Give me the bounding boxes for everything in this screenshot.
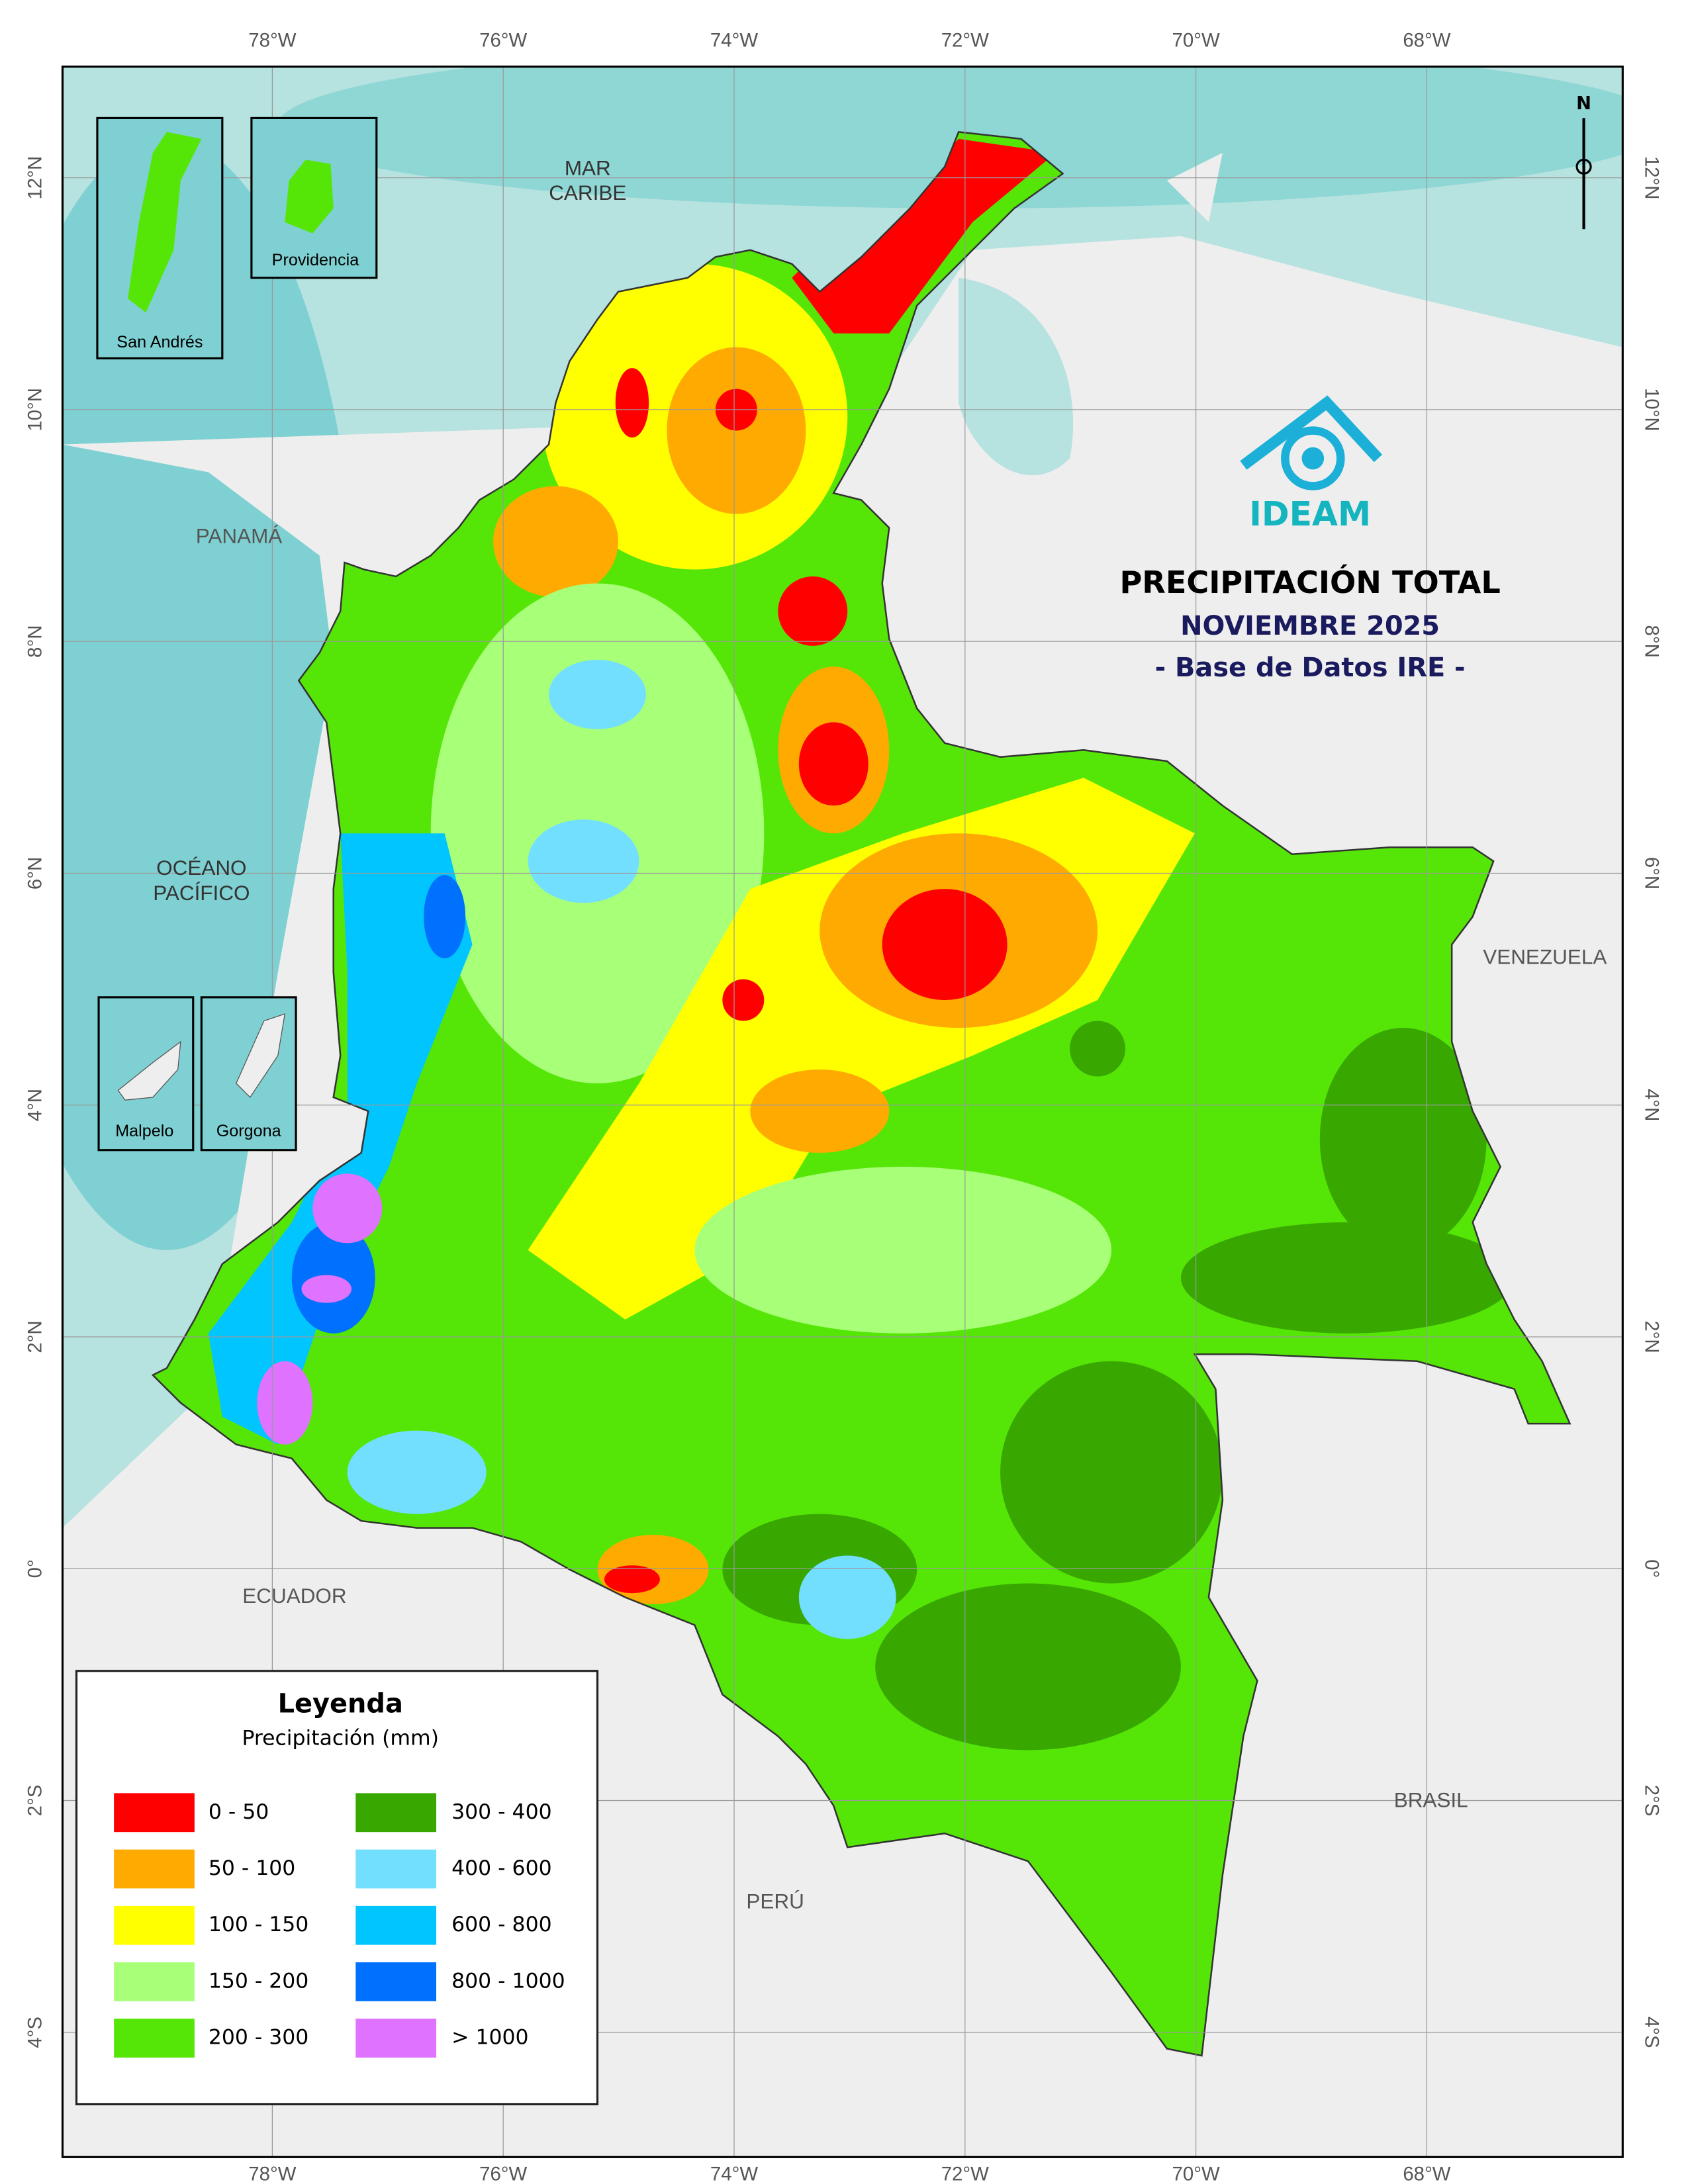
lat-label: 2°N bbox=[24, 1320, 46, 1353]
inset-label: Gorgona bbox=[216, 1122, 281, 1140]
legend-label: 50 - 100 bbox=[209, 1856, 295, 1880]
lat-label: 6°N bbox=[1641, 857, 1663, 889]
lat-label: 2°N bbox=[1641, 1320, 1663, 1353]
lon-label: 68°W bbox=[1403, 30, 1450, 52]
inset-label: San Andrés bbox=[117, 333, 203, 351]
country-label: PANAMÁ bbox=[196, 525, 283, 548]
lat-label: 10°N bbox=[24, 388, 46, 432]
lat-label: 10°N bbox=[1641, 388, 1663, 432]
sea-label: MAR bbox=[565, 156, 611, 179]
inset-label: Providencia bbox=[272, 251, 359, 269]
legend-swatch bbox=[355, 1793, 437, 1833]
lat-label: 2°S bbox=[1641, 1785, 1663, 1817]
lon-label: 70°W bbox=[1172, 2163, 1220, 2184]
legend-label: 800 - 1000 bbox=[451, 1969, 565, 1993]
source: - Base de Datos IRE - bbox=[1155, 653, 1466, 683]
inset-label: Malpelo bbox=[115, 1122, 173, 1140]
sea-label: PACÍFICO bbox=[153, 882, 250, 905]
place-labels: 78°W 78°W 76°W 76°W 74°W 74°W 72°W 72°W 70°W 70°W… bbox=[24, 30, 1662, 2184]
lon-label: 72°W bbox=[941, 30, 989, 52]
legend-swatch bbox=[114, 1962, 195, 2001]
lat-label: 12°N bbox=[24, 156, 46, 200]
lon-label: 76°W bbox=[479, 30, 527, 52]
country-label: ECUADOR bbox=[242, 1584, 346, 1608]
lat-label: 0° bbox=[24, 1559, 46, 1578]
legend-label: 0 - 50 bbox=[209, 1800, 269, 1824]
legend-swatch bbox=[114, 2019, 195, 2058]
legend-label: 100 - 150 bbox=[209, 1913, 309, 1936]
ideam-logo bbox=[1240, 395, 1383, 490]
legend-label: 150 - 200 bbox=[209, 1969, 309, 1993]
precipitation-field bbox=[152, 132, 1570, 2056]
inset-labels: San Andrés Providencia Malpelo Gorgona bbox=[115, 251, 359, 1140]
legend-swatch bbox=[355, 1849, 437, 1889]
lat-label: 4°N bbox=[1641, 1089, 1663, 1121]
country-label: PERÚ bbox=[746, 1890, 804, 1913]
lon-label: 78°W bbox=[248, 30, 296, 52]
legend-label: 300 - 400 bbox=[451, 1800, 551, 1824]
legend-title: Leyenda bbox=[278, 1689, 403, 1719]
legend-items: 0 - 50 50 - 100 100 - 150 150 - 200 200 - 30… bbox=[114, 1793, 565, 2058]
north-arrow bbox=[1575, 118, 1592, 230]
lat-label: 8°N bbox=[24, 625, 46, 658]
legend-label: 200 - 300 bbox=[209, 2026, 309, 2050]
lat-label: 8°N bbox=[1641, 625, 1663, 658]
country-label: BRASIL bbox=[1394, 1788, 1468, 1811]
lon-label: 70°W bbox=[1172, 30, 1220, 52]
map-frame bbox=[61, 66, 1624, 2158]
legend-swatch bbox=[114, 1905, 195, 1945]
legend-swatch bbox=[114, 1849, 195, 1889]
lon-label: 68°W bbox=[1403, 2163, 1450, 2184]
legend-label: 600 - 800 bbox=[451, 1913, 551, 1936]
lat-label: 12°N bbox=[1641, 156, 1663, 200]
lon-label: 78°W bbox=[248, 2163, 296, 2184]
legend-swatch bbox=[355, 1962, 437, 2001]
legend-swatch bbox=[355, 2019, 437, 2058]
lon-label: 74°W bbox=[710, 2163, 758, 2184]
legend-swatch bbox=[114, 1793, 195, 1833]
legend-subtitle: Precipitación (mm) bbox=[242, 1727, 439, 1751]
lon-label: 74°W bbox=[710, 30, 758, 52]
lat-label: 0° bbox=[1641, 1559, 1663, 1578]
legend-label: 400 - 600 bbox=[451, 1856, 551, 1880]
legend-label: > 1000 bbox=[451, 2026, 528, 2050]
lon-label: 76°W bbox=[479, 2163, 527, 2184]
legend-swatch bbox=[355, 1905, 437, 1945]
subtitle: NOVIEMBRE 2025 bbox=[1180, 611, 1440, 641]
lat-label: 4°S bbox=[24, 2017, 46, 2048]
lat-label: 6°N bbox=[24, 857, 46, 889]
title: PRECIPITACIÓN TOTAL bbox=[1119, 565, 1500, 600]
sea-label: OCÉANO bbox=[156, 856, 246, 880]
sea-label: CARIBE bbox=[549, 181, 626, 205]
lat-label: 4°S bbox=[1641, 2017, 1663, 2048]
lat-label: 2°S bbox=[24, 1785, 46, 1817]
lon-label: 72°W bbox=[941, 2163, 989, 2184]
country-label: VENEZUELA bbox=[1483, 945, 1607, 968]
logo-text: IDEAM bbox=[1249, 494, 1371, 533]
lat-label: 4°N bbox=[24, 1089, 46, 1121]
insets bbox=[96, 116, 378, 1152]
north-label: N bbox=[1576, 93, 1591, 114]
